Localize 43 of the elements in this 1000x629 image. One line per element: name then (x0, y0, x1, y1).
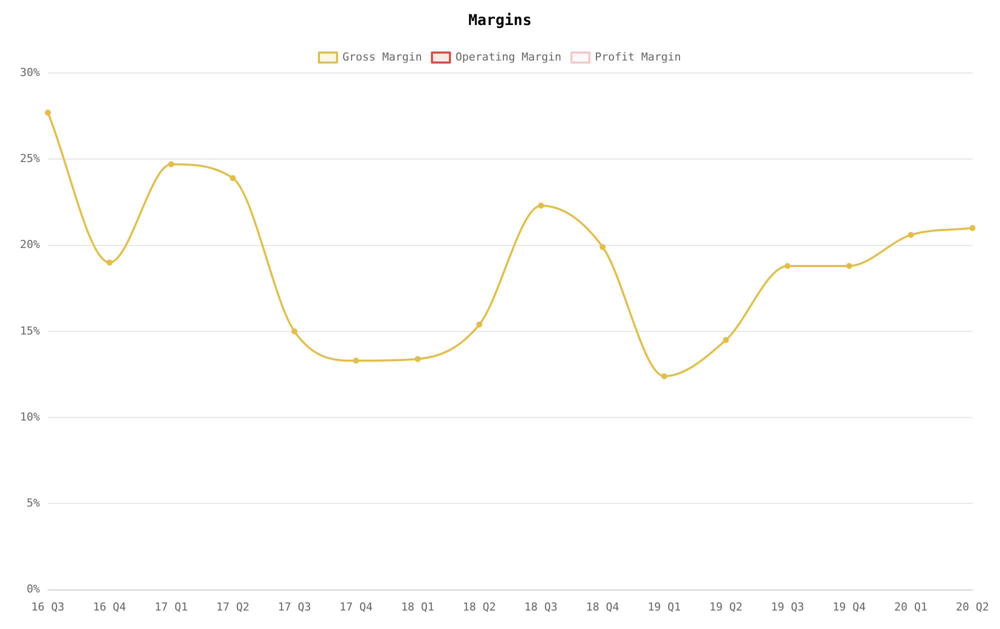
point (106, 259, 113, 266)
point (538, 202, 544, 209)
point (476, 322, 482, 328)
x-tick-label: 18 Q3 (524, 600, 558, 614)
x-tick-label: 19 Q1 (648, 600, 681, 614)
y-tick-label: 30% (20, 66, 40, 79)
point (661, 373, 668, 380)
x-tick-label: 19 Q2 (709, 600, 742, 614)
point (230, 175, 236, 182)
point (600, 244, 606, 250)
x-tick-label: 17 Q3 (278, 600, 311, 614)
x-tick-label: 17 Q1 (154, 600, 188, 614)
chart-title: Margins (468, 10, 532, 29)
point (969, 225, 976, 232)
point (353, 358, 360, 364)
point (44, 110, 51, 116)
y-tick-label: 0% (26, 582, 40, 596)
legend-label: Gross Margin (342, 50, 422, 64)
x-tick-label: 17 Q4 (339, 600, 373, 614)
y-tick-label: 20% (20, 238, 40, 252)
point (414, 356, 421, 362)
x-tick-label: 19 Q4 (832, 600, 866, 614)
legend-label: Operating Margin (455, 50, 562, 64)
point (846, 262, 852, 269)
point (722, 337, 729, 344)
x-tick-label: 17 Q2 (216, 600, 250, 614)
x-tick-label: 18 Q1 (401, 600, 434, 614)
point (291, 328, 298, 334)
y-tick-label: 5% (26, 496, 40, 510)
legend-label: Profit Margin (594, 50, 682, 64)
x-tick-label: 16 Q3 (31, 600, 64, 614)
x-tick-label: 19 Q3 (770, 600, 804, 614)
point (908, 232, 914, 238)
x-tick-label: 20 Q1 (894, 600, 928, 614)
y-tick-label: 10% (20, 410, 40, 424)
point (784, 262, 791, 269)
x-tick-label: 20 Q2 (956, 600, 990, 614)
point (168, 161, 174, 168)
x-tick-label: 18 Q4 (586, 600, 620, 614)
y-tick-label: 25% (20, 152, 40, 165)
y-tick-label: 15% (20, 324, 40, 338)
x-tick-label: 16 Q4 (92, 600, 126, 614)
x-tick-label: 18 Q2 (462, 600, 496, 614)
